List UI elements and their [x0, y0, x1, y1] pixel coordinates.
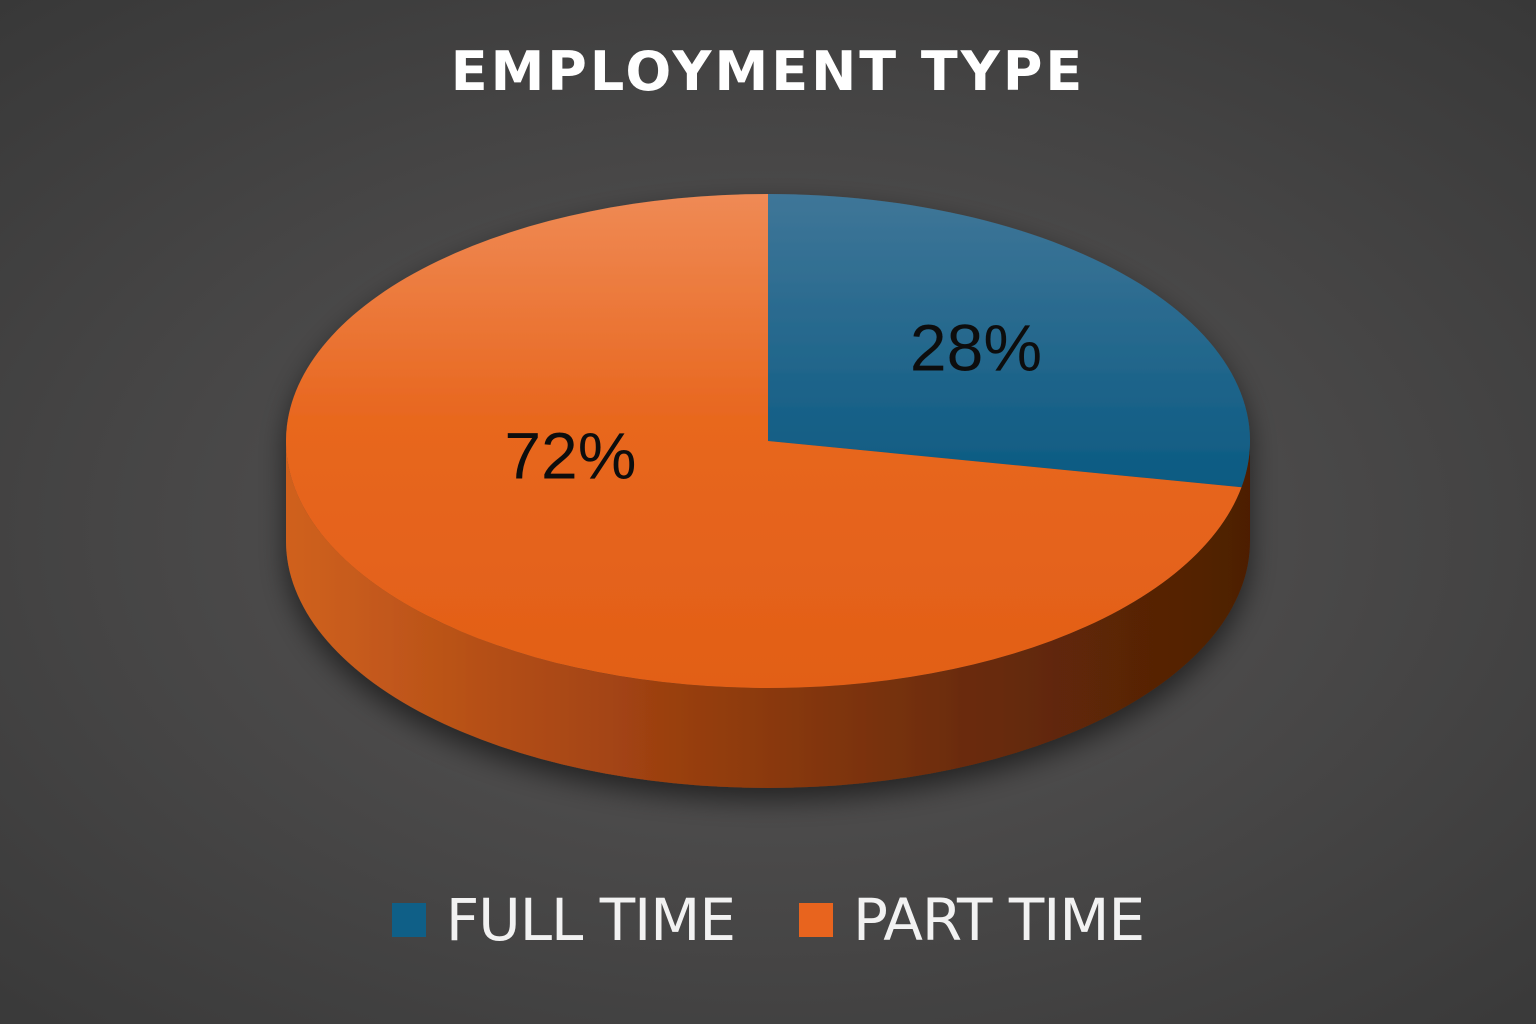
pie-side-wall	[286, 441, 1250, 788]
pie-slice-part-time	[285, 194, 1242, 688]
slice-label-full-time: 28%	[910, 310, 1042, 384]
legend-swatch-part-time	[798, 903, 833, 937]
legend-swatch-full-time	[391, 903, 426, 937]
chart-legend: FULL TIME PART TIME	[0, 886, 1536, 954]
chart-title: EMPLOYMENT TYPE	[450, 40, 1086, 103]
legend-label-part-time: PART TIME	[852, 886, 1145, 954]
legend-item-part-time: PART TIME	[798, 886, 1145, 954]
legend-label-full-time: FULL TIME	[445, 886, 736, 954]
slice-label-part-time: 72%	[504, 418, 636, 492]
legend-item-full-time: FULL TIME	[391, 886, 736, 954]
pie-slice-full-time	[768, 194, 1250, 488]
